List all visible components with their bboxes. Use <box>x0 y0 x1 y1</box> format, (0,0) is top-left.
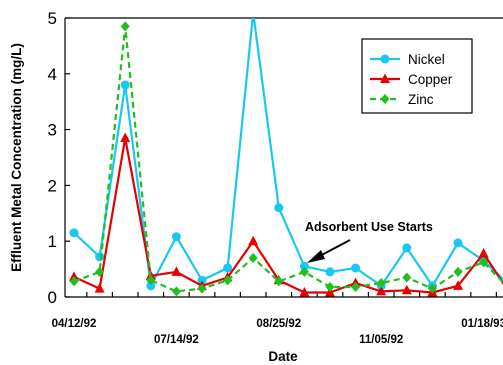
nickel-point <box>69 228 79 238</box>
y-tick-label: 3 <box>48 121 57 140</box>
y-tick-label: 1 <box>48 232 57 251</box>
copper-point <box>401 284 412 295</box>
x-tick-label: 01/18/93 <box>461 318 503 330</box>
zinc-point <box>248 252 258 263</box>
nickel-point <box>120 80 130 90</box>
nickel-point <box>453 238 463 248</box>
nickel-point <box>325 267 335 277</box>
legend: Nickel Copper Zinc <box>361 38 473 114</box>
zinc-point <box>479 257 489 268</box>
zinc-point <box>325 281 335 292</box>
nickel-point <box>249 8 258 17</box>
zinc-point <box>146 275 156 286</box>
annotation-label: Adsorbent Use Starts <box>305 220 433 234</box>
x-tick-label: 04/12/92 <box>52 318 97 330</box>
annotation: Adsorbent Use Starts <box>305 220 433 263</box>
nickel-point <box>299 261 309 271</box>
zinc-point <box>351 281 361 292</box>
zinc-line <box>73 26 503 293</box>
y-tick-label: 4 <box>48 65 57 84</box>
nickel-point <box>351 263 361 273</box>
nickel-point <box>197 275 207 285</box>
copper-point <box>94 283 105 293</box>
zinc-point <box>95 266 105 277</box>
nickel-point <box>171 232 181 242</box>
zinc-point <box>453 266 463 277</box>
legend-nickel-marker <box>380 54 390 64</box>
x-axis-title: Date <box>268 349 298 364</box>
nickel-point <box>146 281 156 291</box>
zinc-point <box>171 286 181 297</box>
x-axis-ticks: 04/12/92 07/14/92 08/25/92 11/05/92 01/18/93… <box>52 292 503 346</box>
y-tick-label: 0 <box>48 288 57 307</box>
legend-copper-label: Copper <box>408 72 453 87</box>
x-tick-label: 11/05/92 <box>359 334 403 346</box>
y-axis-ticks: 0 1 2 3 4 5 <box>48 9 70 307</box>
zinc-point <box>120 21 130 32</box>
zinc-point <box>274 276 284 287</box>
legend-zinc-label: Zinc <box>408 92 434 107</box>
y-axis-title: Effluent Metal Concentration (mg/L) <box>9 43 24 272</box>
zinc-point <box>402 272 412 283</box>
nickel-point <box>223 263 233 273</box>
copper-point <box>248 235 259 246</box>
zinc-point <box>69 276 79 287</box>
legend-copper-marker <box>380 73 390 83</box>
x-tick-label: 07/14/92 <box>154 334 199 346</box>
zinc-point <box>197 283 207 294</box>
legend-nickel-label: Nickel <box>408 52 445 67</box>
legend-box <box>361 38 473 114</box>
nickel-point <box>274 203 284 213</box>
copper-point <box>299 287 310 297</box>
nickel-point <box>95 252 105 262</box>
copper-line <box>73 137 503 294</box>
copper-point <box>171 266 182 276</box>
x-tick-label: 08/25/92 <box>256 318 301 330</box>
zinc-point <box>427 283 437 294</box>
y-tick-label: 5 <box>48 9 57 28</box>
copper-point <box>69 271 79 281</box>
copper-point <box>478 247 489 258</box>
nickel-point <box>402 243 412 253</box>
zinc-point <box>376 278 386 289</box>
zinc-point <box>299 266 309 277</box>
zinc-point <box>223 275 233 286</box>
copper-point <box>120 132 131 142</box>
copper-point <box>376 285 387 296</box>
y-tick-label: 2 <box>48 176 57 195</box>
legend-zinc-marker <box>380 94 390 104</box>
copper-point <box>453 280 463 290</box>
series-layer <box>69 8 503 297</box>
annotation-arrow-head <box>307 250 325 263</box>
zinc-series <box>69 21 503 297</box>
